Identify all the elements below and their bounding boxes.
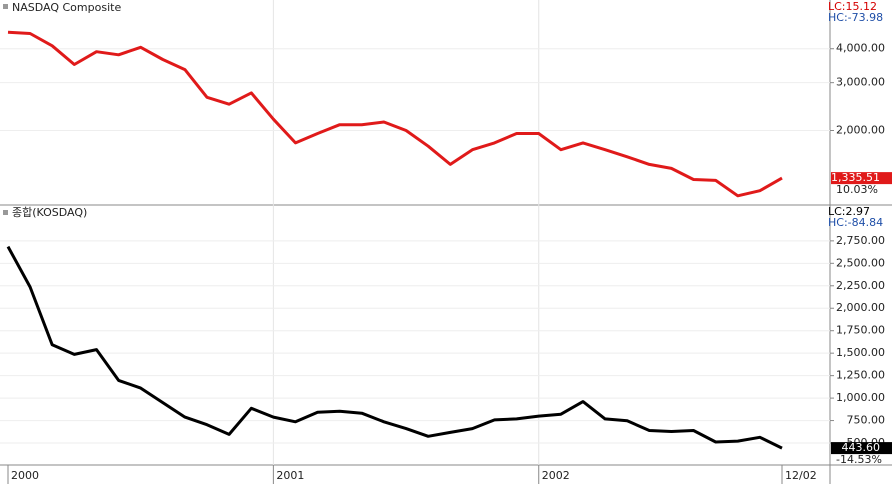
y-tick-label: 2,500.00 [836,256,885,269]
annotation: LC:15.12 [828,0,877,13]
y-tick-label: 750.00 [847,414,886,427]
annotation: LC:2.97 [828,205,870,218]
y-tick-label: 1,750.00 [836,324,885,337]
y-tick-label: 3,000.00 [836,76,885,89]
panel-title: 종합(KOSDAQ) [12,206,87,219]
panel-title: NASDAQ Composite [12,1,121,14]
x-tick-label: 2000 [11,469,39,482]
last-value-label: 443.60 [842,441,881,454]
series-line [6,245,783,450]
title-icon [3,210,8,215]
last-value-box [831,172,892,185]
y-tick-label: 2,000.00 [836,123,885,136]
last-change-label: -14.53% [836,453,882,466]
last-value-box [831,442,892,455]
y-tick-label: 1,500.00 [836,346,885,359]
title-icon [3,4,8,9]
x-tick-label: 2002 [542,469,570,482]
y-tick-label: 2,250.00 [836,279,885,292]
last-change-label: 10.03% [836,183,878,196]
annotation: HC:-73.98 [828,11,883,24]
x-tick-label: 12/02 [785,469,817,482]
y-tick-label: 1,000.00 [836,391,885,404]
annotation: HC:-84.84 [828,216,883,229]
x-tick-label: 2001 [276,469,304,482]
y-tick-label: 1,250.00 [836,369,885,382]
y-tick-label: 2,000.00 [836,301,885,314]
y-tick-label: 4,000.00 [836,42,885,55]
last-value-label: 1,335.51 [831,171,880,184]
y-tick-label: 2,750.00 [836,234,885,247]
series-line [7,30,783,198]
